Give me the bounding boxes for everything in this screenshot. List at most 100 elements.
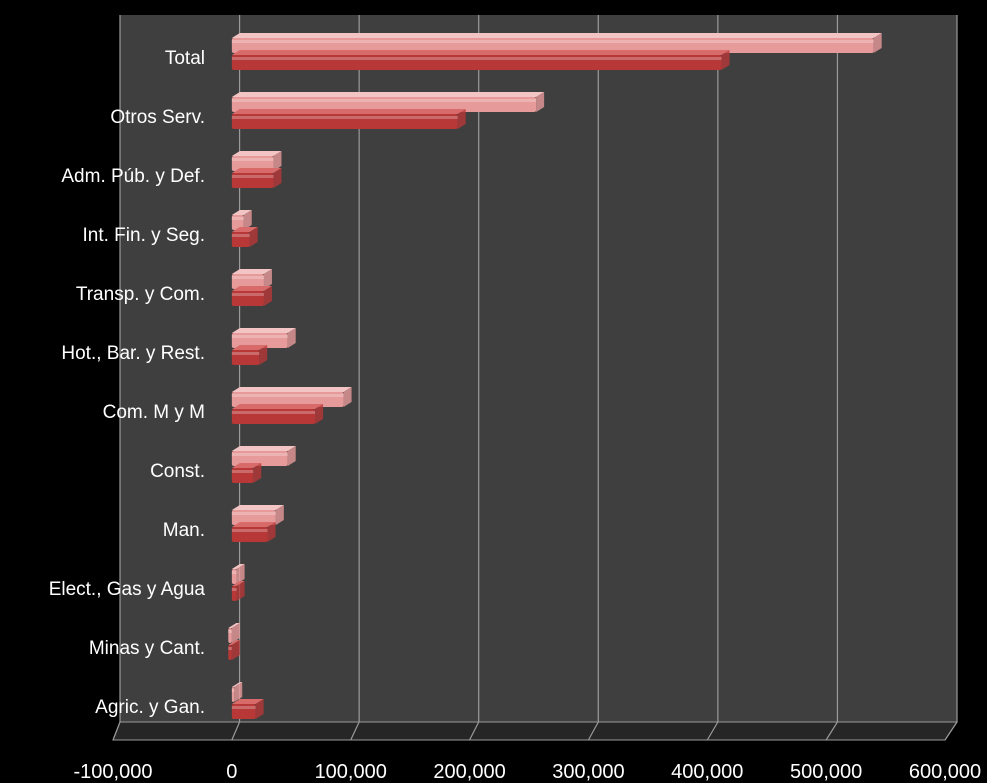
- bar-end-face: [315, 404, 324, 424]
- bar: [231, 699, 264, 719]
- bar-front-face: [231, 350, 260, 365]
- bar-top-face: [231, 33, 882, 38]
- bar-end-face: [236, 581, 245, 601]
- bar-highlight: [231, 276, 264, 279]
- bar-end-face: [234, 682, 243, 702]
- bar-highlight: [231, 470, 254, 473]
- bar: [228, 623, 240, 643]
- bar: [228, 640, 240, 660]
- gridline: [944, 15, 958, 741]
- bar: [231, 210, 252, 230]
- bar-top-face: [231, 682, 243, 687]
- bar-end-face: [273, 168, 282, 188]
- bar-highlight: [231, 335, 288, 338]
- bar-front-face: [231, 333, 288, 348]
- bar-top-face: [231, 286, 272, 291]
- bar: [231, 328, 296, 348]
- bar-end-face: [287, 328, 296, 348]
- bar-highlight: [231, 293, 264, 296]
- bar-top-face: [231, 581, 245, 586]
- gridline: [350, 15, 360, 741]
- bar-front-face: [231, 38, 874, 53]
- bar: [231, 404, 324, 424]
- bar-top-face: [231, 446, 296, 451]
- x-tick-label: 400,000: [671, 761, 743, 783]
- gridline: [587, 15, 599, 741]
- gridlines: [112, 15, 958, 741]
- gridline: [112, 15, 121, 741]
- bar-front-face: [231, 215, 244, 230]
- bar-highlight: [231, 588, 237, 591]
- x-tick-label: 0: [226, 761, 237, 783]
- bar-highlight: [231, 116, 458, 119]
- bar: [231, 227, 258, 247]
- category-label: Otros Serv.: [110, 107, 205, 128]
- bar-front-face: [231, 97, 537, 112]
- gridline: [706, 15, 719, 741]
- bar-highlight: [231, 352, 260, 355]
- bar-highlight: [231, 158, 274, 161]
- bar-highlight: [231, 689, 235, 692]
- bar-end-face: [273, 151, 282, 171]
- bar-top-face: [231, 227, 258, 232]
- bar: [231, 682, 243, 702]
- category-label: Elect., Gas y Agua: [49, 579, 206, 600]
- bar-end-face: [457, 109, 466, 129]
- category-label: Adm. Púb. y Def.: [61, 166, 205, 187]
- bar-end-face: [263, 286, 272, 306]
- bar-top-face: [231, 328, 296, 333]
- bar-front-face: [231, 510, 276, 525]
- bar-end-face: [873, 33, 882, 53]
- bar-top-face: [228, 640, 240, 645]
- bars: [228, 33, 882, 719]
- bar-end-face: [287, 446, 296, 466]
- bar: [231, 286, 272, 306]
- category-label: Total: [165, 48, 205, 69]
- bar-front-face: [231, 409, 316, 424]
- bar-front-face: [231, 156, 274, 171]
- bar: [231, 505, 284, 525]
- bar-highlight: [231, 234, 250, 237]
- bar-highlight: [231, 175, 274, 178]
- bar-highlight: [231, 512, 276, 515]
- bar-end-face: [253, 463, 262, 483]
- bar-top-face: [231, 522, 276, 527]
- x-axis-tick-labels: -100,000 0 100,000 200,000 300,000 400,000 500…: [74, 761, 982, 783]
- bar-front-face: [228, 645, 232, 660]
- category-label: Int. Fin. y Seg.: [83, 225, 206, 246]
- bar-highlight: [231, 571, 237, 574]
- bar-front-face: [231, 291, 264, 306]
- bar: [231, 269, 272, 289]
- category-label: Transp. y Com.: [76, 284, 205, 305]
- bar-end-face: [259, 345, 268, 365]
- category-label: Minas y Cant.: [89, 638, 205, 659]
- bar-front-face: [231, 114, 458, 129]
- bar-highlight: [231, 394, 344, 397]
- bar-end-face: [231, 640, 240, 660]
- bar: [231, 345, 268, 365]
- bar-end-face: [343, 387, 352, 407]
- bar-highlight: [231, 529, 268, 532]
- bar-front-face: [231, 232, 250, 247]
- bar: [231, 564, 245, 584]
- bar-end-face: [267, 522, 276, 542]
- bar-top-face: [231, 168, 282, 173]
- bar-highlight: [228, 647, 232, 650]
- plot-area: [112, 15, 958, 741]
- category-label: Agric. y Gan.: [95, 697, 205, 718]
- bar: [231, 581, 245, 601]
- bar-top-face: [228, 623, 240, 628]
- x-tick-label: 200,000: [433, 761, 505, 783]
- bar-highlight: [231, 706, 256, 709]
- bar-front-face: [231, 173, 274, 188]
- bar-front-face: [231, 468, 254, 483]
- bar-top-face: [231, 387, 352, 392]
- bar: [231, 463, 262, 483]
- category-label: Hot., Bar. y Rest.: [61, 343, 205, 364]
- bar-front-face: [231, 704, 256, 719]
- bar-highlight: [231, 40, 874, 43]
- bar: [231, 168, 282, 188]
- bar: [231, 92, 545, 112]
- bar-highlight: [231, 453, 288, 456]
- bar-top-face: [231, 269, 272, 274]
